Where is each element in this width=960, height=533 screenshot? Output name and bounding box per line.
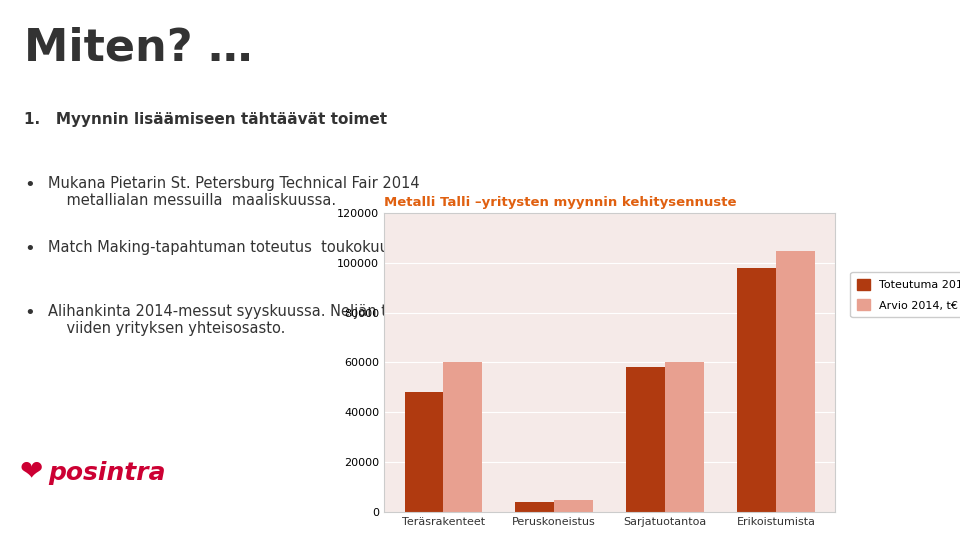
Text: 1.   Myynnin lisäämiseen tähtäävät toimet: 1. Myynnin lisäämiseen tähtäävät toimet xyxy=(24,112,387,127)
Bar xyxy=(737,268,776,512)
Bar xyxy=(554,500,593,512)
Bar xyxy=(444,362,482,512)
Legend: Toteutuma 2012, t€, Arvio 2014, t€: Toteutuma 2012, t€, Arvio 2014, t€ xyxy=(851,272,960,317)
Text: Mukana Pietarin St. Petersburg Technical Fair 2014
    metallialan messuilla  ma: Mukana Pietarin St. Petersburg Technical… xyxy=(48,176,420,208)
Text: Miten? …: Miten? … xyxy=(24,27,252,70)
Bar xyxy=(626,367,665,512)
Text: Metalli Talli –yritysten myynnin kehitysennuste: Metalli Talli –yritysten myynnin kehitys… xyxy=(384,196,736,209)
Bar xyxy=(516,502,554,512)
Text: Match Making-tapahtuman toteutus  toukokuussa.: Match Making-tapahtuman toteutus toukoku… xyxy=(48,240,419,255)
Bar xyxy=(404,392,444,512)
Text: Alihankinta 2014-messut syyskuussa. Neljän tai
    viiden yrityksen yhteisosasto: Alihankinta 2014-messut syyskuussa. Nelj… xyxy=(48,304,400,336)
Text: •: • xyxy=(24,176,35,194)
Text: •: • xyxy=(24,304,35,322)
Text: •: • xyxy=(24,240,35,258)
Text: posintra: posintra xyxy=(48,461,165,485)
Text: ❤: ❤ xyxy=(19,457,42,485)
Bar xyxy=(776,251,815,512)
Bar xyxy=(665,362,704,512)
